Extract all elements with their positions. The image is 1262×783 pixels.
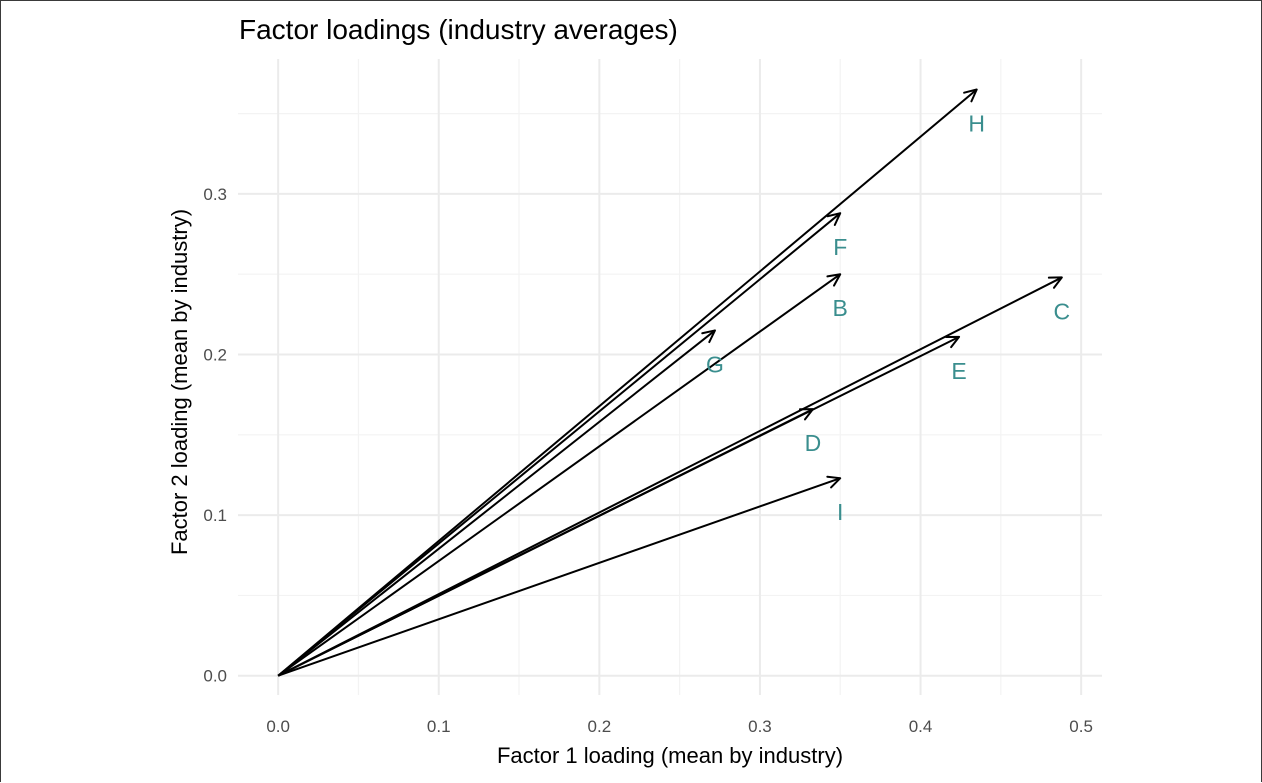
x-tick-label: 0.1 [427,717,451,736]
arrow-h [277,88,978,677]
y-tick-label: 0.3 [203,185,227,204]
arrow-head [826,273,842,287]
arrow-head [701,329,716,344]
minor-gridlines [238,59,1102,695]
arrow-head [945,335,961,349]
arrow-shaft [277,212,841,677]
arrow-shaft [277,477,841,677]
chart-title: Factor loadings (industry averages) [239,14,678,45]
y-tick-label: 0.0 [203,667,227,686]
arrow-f [277,212,842,677]
arrow-shaft [277,329,716,677]
vector-label: D [805,430,822,456]
x-tick-label: 0.2 [588,717,612,736]
arrow-i [277,475,842,677]
arrow-head [1047,276,1063,289]
arrow-d [277,408,814,677]
vector-label: I [837,499,843,525]
arrow-b [277,273,842,677]
arrow-shaft [277,408,814,677]
arrow-shaft [277,88,978,677]
vector-label: E [951,358,966,384]
vector-label: H [968,111,985,137]
x-axis-title: Factor 1 loading (mean by industry) [497,743,843,768]
industry-labels: H F B G C E D I [706,111,1070,526]
x-tick-label: 0.4 [909,717,933,736]
y-tick-label: 0.1 [203,506,227,525]
vector-label: F [833,234,847,260]
vector-label: C [1054,298,1071,324]
x-tick-label: 0.3 [748,717,772,736]
arrow-shaft [277,276,1063,677]
arrow-head [826,475,842,489]
arrow-head [963,88,978,103]
arrow-c [277,276,1063,677]
y-axis-ticks: 0.0 0.1 0.2 0.3 [203,185,227,686]
arrow-head [826,212,842,226]
y-tick-label: 0.2 [203,346,227,365]
x-axis-ticks: 0.0 0.1 0.2 0.3 0.4 0.5 [266,717,1093,736]
arrow-g [277,329,716,677]
vector-label: G [706,351,724,377]
y-axis-title: Factor 2 loading (mean by industry) [167,209,192,555]
x-tick-label: 0.0 [266,717,290,736]
loading-arrows [277,88,1063,677]
arrow-head [798,408,814,421]
arrow-shaft [277,273,841,677]
vector-label: B [833,295,848,321]
x-tick-label: 0.5 [1069,717,1093,736]
